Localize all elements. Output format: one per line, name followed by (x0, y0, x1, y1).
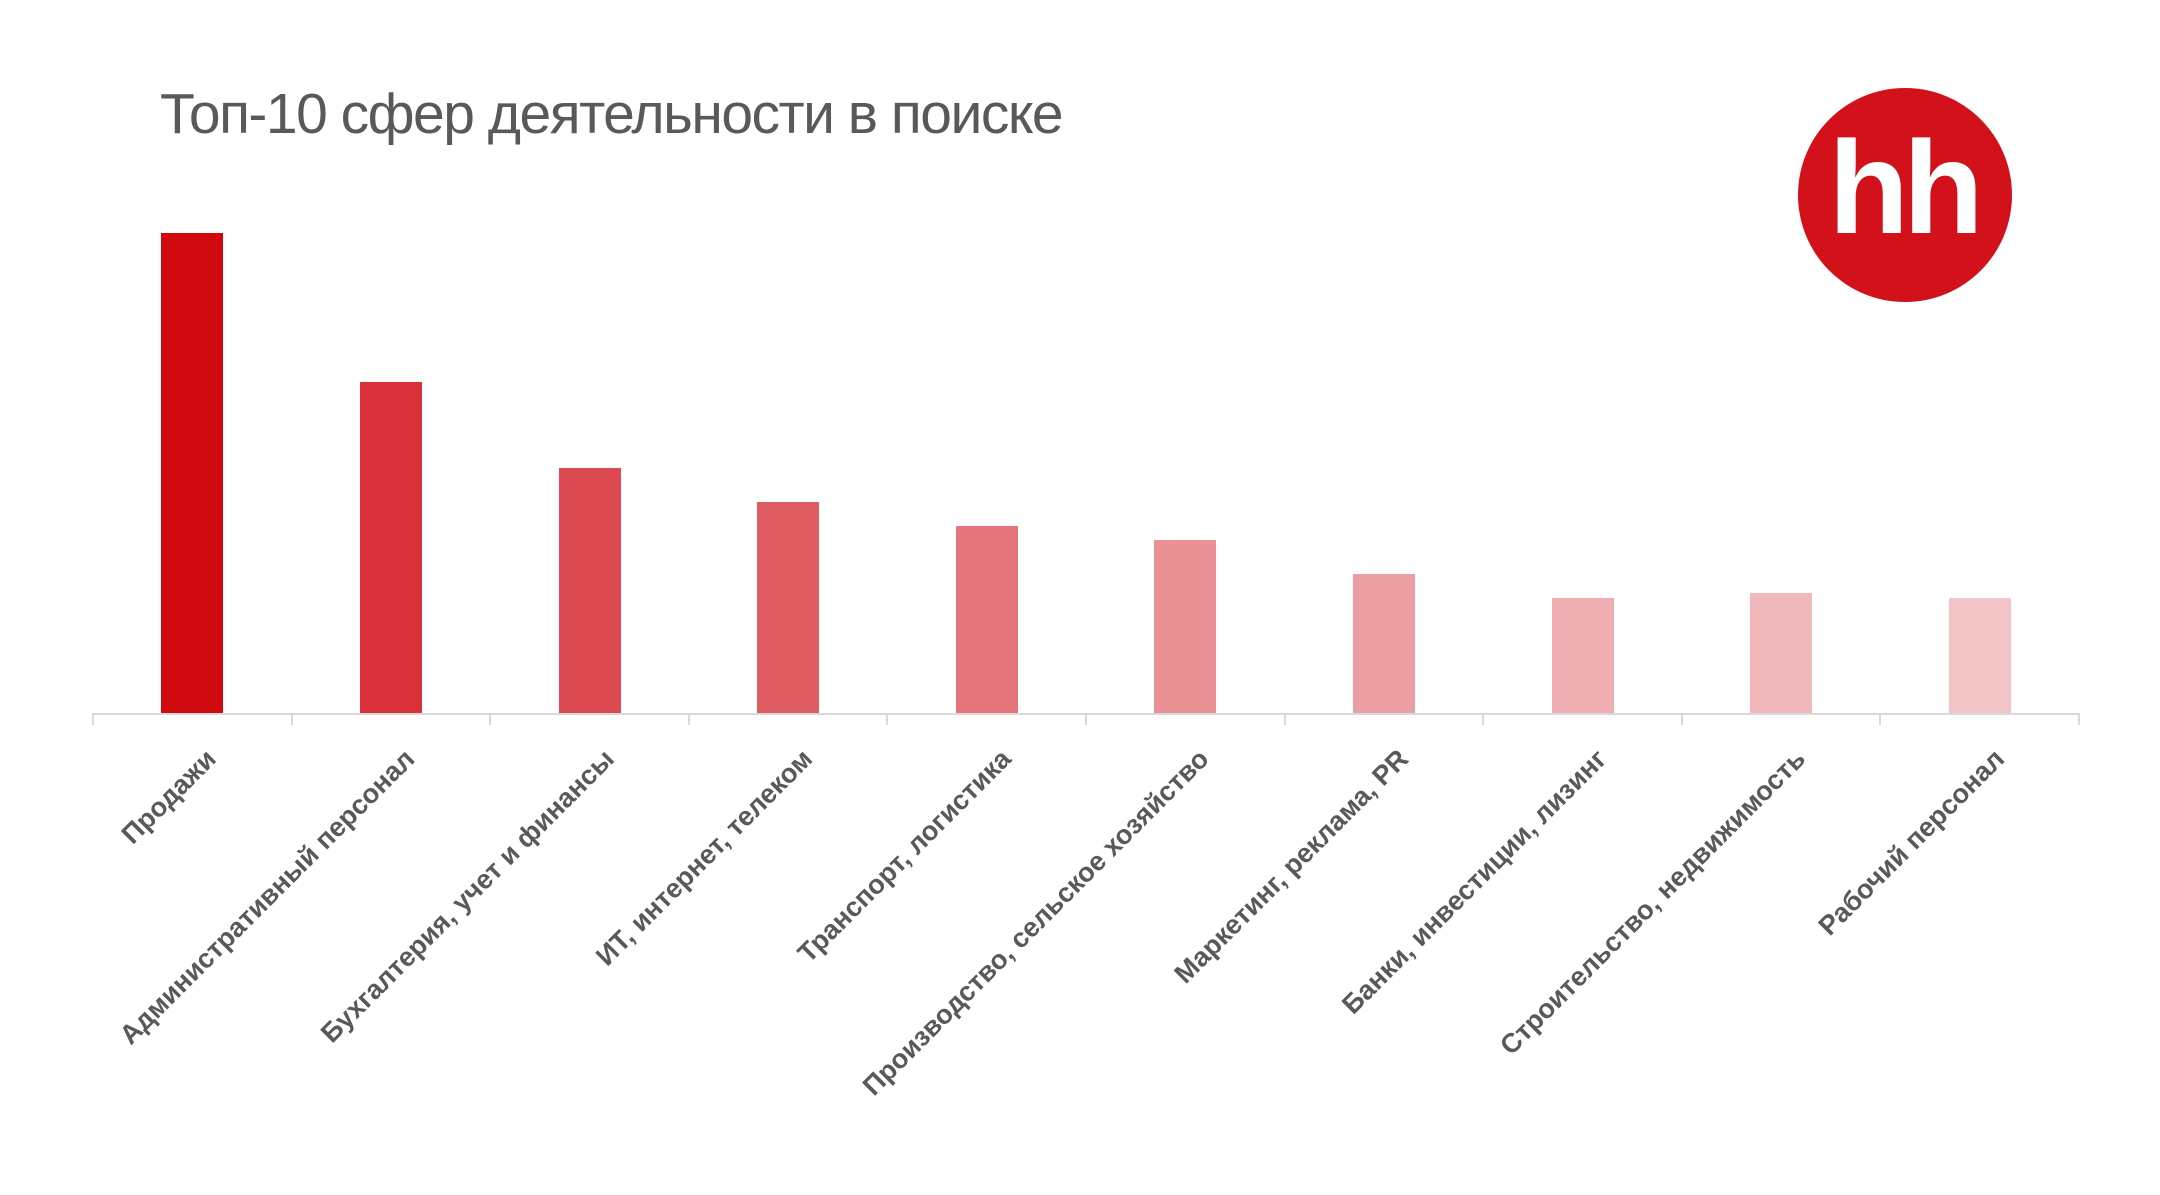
bar (558, 468, 621, 713)
x-axis-tick (2078, 713, 2080, 725)
chart-title: Топ-10 сфер деятельности в поиске (160, 82, 1064, 146)
bar (955, 525, 1018, 713)
bar (359, 381, 422, 713)
x-axis-tick (92, 713, 94, 725)
x-axis-tick (290, 713, 293, 725)
x-axis-tick (489, 713, 492, 725)
x-axis-label: Транспорт, логистика (791, 743, 1017, 969)
x-axis-tick (1085, 713, 1087, 725)
x-axis-label: Продажи (116, 743, 223, 850)
bar (161, 233, 224, 713)
bar (1750, 593, 1813, 713)
x-axis-label: Маркетинг, реклама, PR (1168, 743, 1414, 990)
bar (1551, 597, 1614, 713)
x-axis-tick (1879, 713, 1882, 725)
x-axis-tick (1680, 713, 1683, 725)
bar (1154, 540, 1217, 713)
bar (1948, 597, 2011, 713)
bar (757, 501, 820, 713)
bar (1352, 573, 1415, 713)
x-axis-tick (687, 713, 690, 725)
x-axis-label: Производство, сельское хозяйство (857, 743, 1215, 1102)
x-axis-label: ИТ, интернет, телеком (590, 743, 819, 972)
hh-logo-text: hh (1828, 114, 1983, 261)
x-axis-label: Рабочий персонал (1812, 743, 2010, 942)
hh-logo: hh (1798, 88, 2012, 302)
x-axis-tick (1283, 713, 1286, 725)
x-axis-tick (1482, 713, 1485, 725)
x-axis-tick (886, 713, 889, 725)
